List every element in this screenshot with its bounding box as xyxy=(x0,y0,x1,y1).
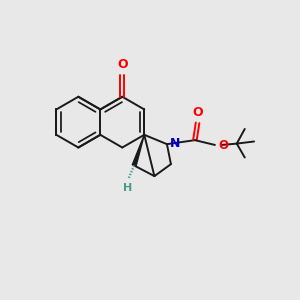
Text: N: N xyxy=(169,137,180,150)
Text: O: O xyxy=(117,58,128,71)
Text: O: O xyxy=(218,140,228,152)
Text: H: H xyxy=(123,183,132,194)
Text: O: O xyxy=(193,106,203,119)
Polygon shape xyxy=(132,135,144,166)
